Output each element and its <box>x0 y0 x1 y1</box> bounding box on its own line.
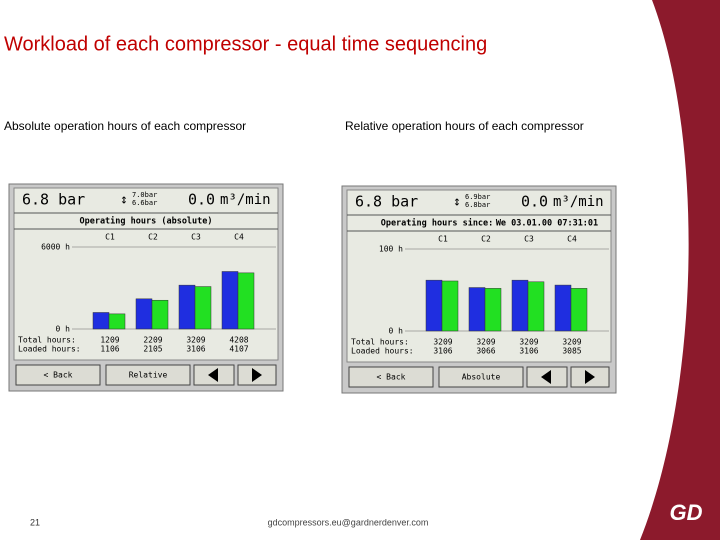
button-label[interactable]: Absolute <box>462 373 501 382</box>
total-bar <box>554 284 572 332</box>
loaded-bar <box>570 288 588 332</box>
flow-unit: m³/min <box>553 194 604 210</box>
loaded-hours: 3106 <box>519 347 538 356</box>
flow-unit: m³/min <box>220 192 271 208</box>
total-bar <box>135 298 153 330</box>
setpoint-low: 6.6bar <box>132 199 157 207</box>
loaded-hours: 3106 <box>433 347 452 356</box>
arrow-icon[interactable] <box>541 370 551 384</box>
total-hours: 4208 <box>229 336 248 345</box>
button[interactable] <box>438 366 524 388</box>
row-label: Loaded hours: <box>18 345 81 354</box>
pressure: 6.8 bar <box>22 191 85 209</box>
loaded-hours: 2105 <box>143 345 162 354</box>
loaded-hours: 3106 <box>186 345 205 354</box>
button-label[interactable]: Relative <box>129 371 168 380</box>
section-title: Operating hours since: <box>381 218 494 229</box>
column-label: C1 <box>438 235 448 244</box>
y-tick-label: 100 h <box>379 245 403 254</box>
flow: 0.0 <box>521 193 548 211</box>
flow: 0.0 <box>188 191 215 209</box>
section-title: Operating hours (absolute) <box>79 216 212 227</box>
arrow-icon[interactable] <box>208 368 218 382</box>
loaded-bar <box>527 281 545 332</box>
y-tick-label: 0 h <box>56 325 71 334</box>
column-label: C3 <box>524 235 534 244</box>
total-hours: 1209 <box>100 336 119 345</box>
row-label: Total hours: <box>351 338 409 347</box>
loaded-bar <box>151 299 169 330</box>
loaded-bar <box>484 288 502 332</box>
row-label: Total hours: <box>18 336 76 345</box>
total-bar <box>425 279 443 332</box>
setpoint-icon: ↕ <box>120 193 128 208</box>
caption: Relative operation hours of each compres… <box>345 119 584 133</box>
total-hours: 2209 <box>143 336 162 345</box>
loaded-bar <box>441 280 459 332</box>
total-bar <box>178 284 196 330</box>
column-label: C2 <box>148 233 158 242</box>
column-label: C4 <box>234 233 244 242</box>
column-label: C2 <box>481 235 491 244</box>
total-bar <box>92 312 110 330</box>
page-number: 21 <box>30 517 40 527</box>
total-hours: 3209 <box>433 338 452 347</box>
setpoint-high: 7.0bar <box>132 191 157 199</box>
total-bar <box>221 271 239 330</box>
pressure: 6.8 bar <box>355 193 418 211</box>
loaded-hours: 3066 <box>476 347 495 356</box>
button-label[interactable]: < Back <box>44 371 73 380</box>
arrow-icon[interactable] <box>252 368 262 382</box>
column-label: C4 <box>567 235 577 244</box>
total-hours: 3209 <box>186 336 205 345</box>
button-label[interactable]: < Back <box>377 373 406 382</box>
loaded-bar <box>237 272 255 330</box>
button[interactable] <box>15 364 101 386</box>
setpoint-icon: ↕ <box>453 195 461 210</box>
screen <box>346 189 612 363</box>
column-label: C1 <box>105 233 115 242</box>
total-hours: 3209 <box>519 338 538 347</box>
decor-band <box>640 0 720 540</box>
loaded-bar <box>108 313 126 330</box>
row-label: Loaded hours: <box>351 347 414 356</box>
y-tick-label: 0 h <box>389 327 404 336</box>
slide-title: Workload of each compressor - equal time… <box>4 33 487 55</box>
logo: GD <box>670 500 703 525</box>
total-hours: 3209 <box>562 338 581 347</box>
loaded-hours: 4107 <box>229 345 248 354</box>
setpoint-low: 6.8bar <box>465 201 490 209</box>
section-title: We 03.01.00 07:31:01 <box>496 219 598 229</box>
y-tick-label: 6000 h <box>41 243 70 252</box>
caption: Absolute operation hours of each compres… <box>4 119 246 133</box>
loaded-bar <box>194 286 212 330</box>
button[interactable] <box>348 366 434 388</box>
total-bar <box>511 279 529 332</box>
setpoint-high: 6.9bar <box>465 193 490 201</box>
column-label: C3 <box>191 233 201 242</box>
contact: gdcompressors.eu@gardnerdenver.com <box>268 517 429 527</box>
total-bar <box>468 287 486 332</box>
loaded-hours: 1106 <box>100 345 119 354</box>
button[interactable] <box>105 364 191 386</box>
loaded-hours: 3085 <box>562 347 581 356</box>
arrow-icon[interactable] <box>585 370 595 384</box>
total-hours: 3209 <box>476 338 495 347</box>
